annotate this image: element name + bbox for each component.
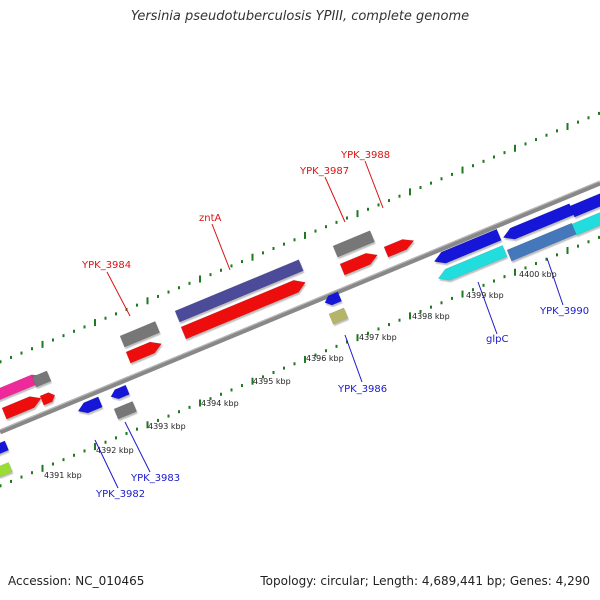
- leader-lines: [94, 160, 564, 489]
- gene-label-ypk3982: YPK_3982: [95, 489, 145, 500]
- gene-feature-red: [339, 253, 378, 276]
- gene-label-ypk3983: YPK_3983: [130, 473, 180, 484]
- gene-label-znta: zntA: [199, 213, 222, 224]
- ruler-label: 4392 kbp: [96, 446, 134, 455]
- gene-feature-znta: [174, 259, 304, 323]
- tick-marks: [0, 111, 600, 488]
- leader-ypk3983: [124, 421, 151, 473]
- ruler-label: 4396 kbp: [306, 354, 344, 363]
- gene-feature-red: [39, 392, 56, 406]
- gene-feature-blue: [433, 228, 502, 264]
- leader-ypk3990: [546, 257, 564, 306]
- accession-text: Accession: NC_010465: [8, 574, 145, 588]
- gene-label-ypk3988: YPK_3988: [340, 150, 390, 161]
- gene-feature-red: [1, 396, 42, 420]
- gene-feature-glpc: [437, 245, 508, 281]
- leader-glpc: [477, 281, 498, 335]
- gene-feature-ypk3983: [110, 384, 130, 400]
- genome-backbone: [0, 180, 600, 435]
- gene-feature-blue: [569, 193, 600, 218]
- ruler-label: 4398 kbp: [412, 312, 450, 321]
- ruler-label: 4397 kbp: [359, 333, 397, 342]
- ruler-label: 4400 kbp: [519, 270, 557, 279]
- gene-feature-lime: [0, 462, 13, 477]
- gene-features: [0, 193, 600, 477]
- topology-summary: Topology: circular; Length: 4,689,441 bp…: [260, 574, 590, 588]
- gene-feature-grey: [113, 401, 138, 420]
- gene-label-ypk3986: YPK_3986: [337, 384, 387, 395]
- gene-label-ypk3984: YPK_3984: [81, 260, 131, 271]
- leader-ypk3982: [94, 439, 119, 489]
- gene-feature-ypk3986: [324, 291, 342, 306]
- gene-label-glpc: glpC: [486, 334, 508, 345]
- leader-ypk3987: [324, 176, 346, 223]
- ruler-label: 4395 kbp: [253, 377, 291, 386]
- gene-label-ypk3990: YPK_3990: [539, 306, 589, 317]
- gene-feature-ypk3982: [77, 396, 103, 414]
- ruler-label: 4393 kbp: [148, 422, 186, 431]
- leader-ypk3988: [364, 160, 384, 209]
- gene-feature-ypk3987: [332, 230, 375, 258]
- gene-feature-cyan: [571, 212, 600, 236]
- gene-feature-blue: [502, 203, 575, 240]
- ruler-label: 4399 kbp: [466, 291, 504, 300]
- leader-ypk3984: [106, 271, 131, 317]
- gene-labels: YPK_3984 zntA YPK_3987 YPK_3988 YPK_3982…: [81, 150, 589, 500]
- map-title: Yersinia pseudotuberculosis YPIII, compl…: [130, 9, 470, 24]
- leader-ypk3986: [344, 334, 363, 383]
- gene-feature-ypk3988: [383, 239, 415, 258]
- ruler-labels: 4391 kbp 4392 kbp 4393 kbp 4394 kbp 4395…: [44, 270, 557, 480]
- leader-znta: [211, 223, 231, 271]
- gene-feature-red: [125, 341, 162, 364]
- ruler-label: 4391 kbp: [44, 471, 82, 480]
- gene-feature-ypk3984: [119, 321, 161, 348]
- gene-feature-grey: [31, 370, 52, 388]
- gene-feature-olive: [328, 307, 349, 325]
- gene-label-ypk3987: YPK_3987: [299, 166, 349, 177]
- gene-feature-red: [180, 279, 306, 340]
- gene-feature-blue: [0, 440, 9, 454]
- ruler-label: 4394 kbp: [201, 399, 239, 408]
